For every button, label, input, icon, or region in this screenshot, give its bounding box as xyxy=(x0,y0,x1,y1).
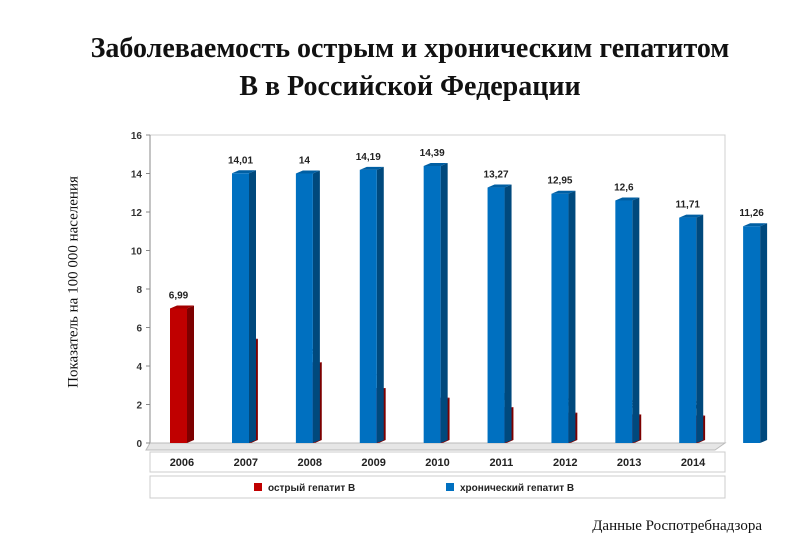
category-label: 2006 xyxy=(170,457,194,469)
legend-label: хронический гепатит В xyxy=(460,483,574,494)
bar-side xyxy=(696,214,704,443)
bar-side xyxy=(249,170,256,443)
data-label: 11,26 xyxy=(739,208,764,219)
bar-top xyxy=(679,214,704,218)
bar-top xyxy=(743,223,768,227)
bar xyxy=(487,187,505,443)
source-note: Данные Роспотребнадзора xyxy=(592,518,762,534)
bar-side xyxy=(504,184,512,444)
bar-top xyxy=(295,170,320,174)
legend-box xyxy=(149,475,726,499)
chart-floor xyxy=(145,442,727,451)
data-label: 14 xyxy=(299,156,311,167)
data-label: 13,27 xyxy=(484,170,509,181)
data-label: 12,95 xyxy=(547,176,572,187)
bar-top xyxy=(487,184,512,188)
bar-side xyxy=(376,166,384,443)
bar xyxy=(423,165,441,443)
bar-top xyxy=(615,197,640,201)
y-tick-label: 6 xyxy=(136,324,142,335)
chart-title: Заболеваемость острым и хроническим гепа… xyxy=(30,30,790,106)
category-axis-box xyxy=(149,451,726,473)
y-tick-label: 10 xyxy=(131,247,143,258)
bar-side xyxy=(440,162,448,443)
bar xyxy=(551,193,569,443)
category-label: 2012 xyxy=(553,457,577,469)
title-line-1: Заболеваемость острым и хроническим гепа… xyxy=(90,33,730,64)
y-tick-label: 14 xyxy=(131,170,143,181)
bar xyxy=(295,173,313,443)
category-label: 2007 xyxy=(234,457,258,469)
category-label: 2011 xyxy=(489,457,513,469)
category-label: 2010 xyxy=(425,457,449,469)
y-tick-label: 16 xyxy=(131,131,143,142)
category-label: 2009 xyxy=(361,457,385,469)
data-label: 14,39 xyxy=(420,148,445,159)
bar-side xyxy=(187,305,194,443)
bar-side xyxy=(760,223,768,443)
bar-top xyxy=(170,305,194,309)
title-line-2: В в Российской Федерации xyxy=(239,71,581,102)
category-label: 2008 xyxy=(297,457,321,469)
y-tick-label: 2 xyxy=(136,401,142,412)
bar-side xyxy=(632,197,640,443)
data-label: 14,01 xyxy=(228,155,253,166)
legend-swatch xyxy=(446,483,454,491)
data-label: 6,99 xyxy=(169,290,189,301)
bar-top xyxy=(423,162,448,166)
bar xyxy=(743,226,761,443)
data-label: 11,71 xyxy=(675,200,700,211)
bar xyxy=(615,200,633,443)
category-label: 2014 xyxy=(681,457,706,469)
bar-side xyxy=(568,190,576,443)
y-tick-label: 4 xyxy=(136,362,142,373)
bar xyxy=(679,217,697,443)
bar xyxy=(170,308,187,443)
legend-swatch xyxy=(254,483,262,491)
bar-top xyxy=(359,166,384,170)
category-label: 2013 xyxy=(617,457,641,469)
bar xyxy=(232,173,249,443)
bar-top xyxy=(232,170,256,174)
data-label: 14,19 xyxy=(356,152,381,163)
legend-label: острый гепатит В xyxy=(268,483,355,494)
y-tick-label: 0 xyxy=(136,439,142,450)
bar-top xyxy=(551,190,576,194)
data-label: 12,6 xyxy=(614,182,634,193)
y-tick-label: 12 xyxy=(131,208,143,219)
y-tick-label: 8 xyxy=(136,285,142,296)
bar-side xyxy=(312,170,320,443)
bar xyxy=(359,169,377,443)
